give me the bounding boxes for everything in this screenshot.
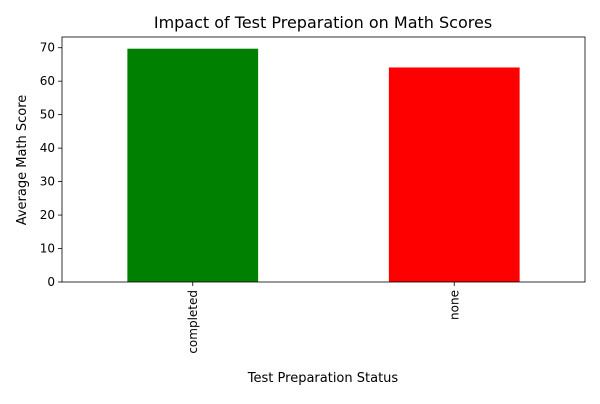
y-tick-label: 70 — [40, 41, 55, 55]
y-tick-label: 60 — [40, 74, 55, 88]
chart-title: Impact of Test Preparation on Math Score… — [154, 13, 492, 32]
y-tick-label: 30 — [40, 175, 55, 189]
bar-none — [388, 67, 520, 283]
y-tick-label: 10 — [40, 242, 55, 256]
bar-completed — [127, 48, 259, 283]
y-tick-label: 20 — [40, 208, 55, 222]
x-tick-label: completed — [186, 290, 200, 354]
axes-frame — [61, 36, 586, 283]
x-axis-label: Test Preparation Status — [247, 371, 399, 386]
y-tick-label: 40 — [40, 141, 55, 155]
y-axis-label: Average Math Score — [15, 95, 30, 226]
x-tick-label: none — [447, 290, 461, 320]
plot-area: completed none 0 10 20 30 40 50 60 70 — [40, 36, 586, 354]
y-tick-label: 0 — [47, 275, 55, 289]
y-tick-label: 50 — [40, 108, 55, 122]
